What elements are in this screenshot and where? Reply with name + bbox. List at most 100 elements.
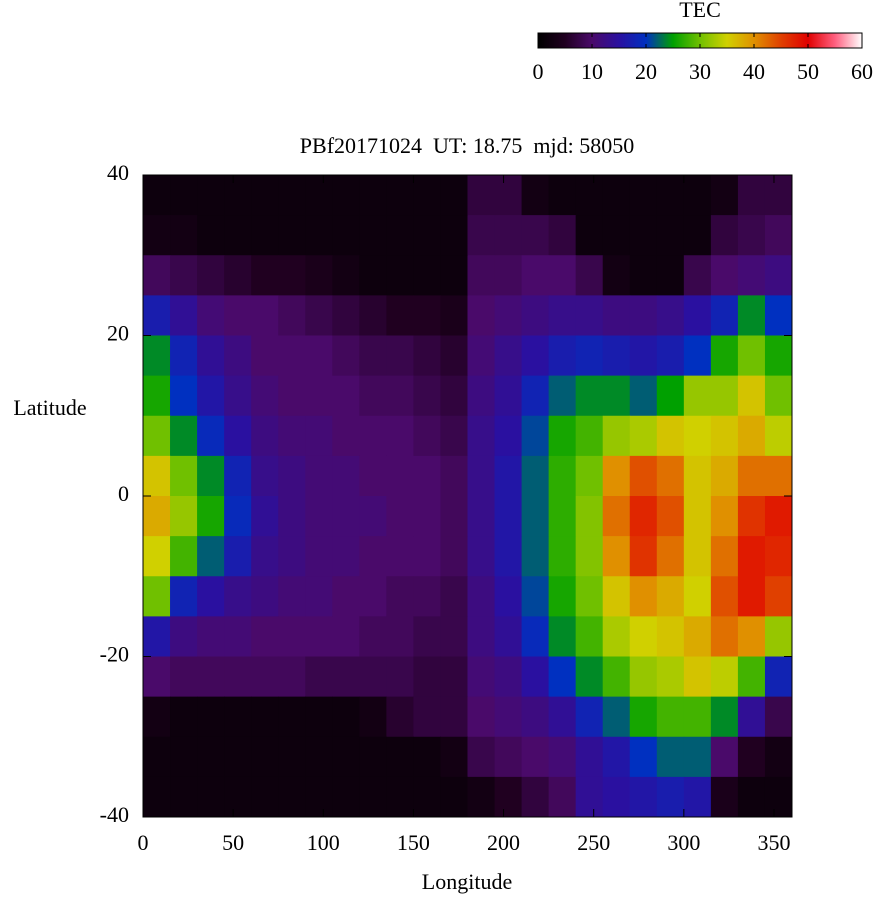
heat-cell (332, 736, 360, 778)
heat-cell (521, 776, 550, 818)
heat-cell (413, 455, 441, 497)
heat-cell (629, 215, 658, 256)
heat-cell (548, 576, 577, 617)
heat-cell (413, 295, 441, 336)
heat-cell (224, 255, 252, 296)
heat-cell (386, 696, 414, 738)
heat-cell (386, 175, 414, 216)
x-tick-label: 150 (397, 830, 430, 855)
heat-cell (413, 215, 441, 256)
heat-cell (386, 375, 414, 417)
heat-cell (278, 536, 306, 577)
heat-cell (548, 696, 577, 738)
x-tick-label: 250 (577, 830, 610, 855)
heat-cell (737, 375, 766, 417)
heat-cell (332, 776, 360, 818)
heat-cell (251, 656, 279, 698)
heat-cell (440, 616, 468, 657)
heat-cell (278, 375, 306, 417)
heat-cell (683, 696, 712, 738)
heat-cell (251, 536, 279, 577)
heat-cell (467, 455, 496, 497)
heat-cell (332, 455, 360, 497)
heat-cell (359, 415, 387, 457)
heat-cell (359, 736, 387, 778)
heat-cell (467, 656, 496, 698)
heat-cell (494, 335, 523, 377)
heat-cell (413, 175, 441, 216)
heat-cell (197, 415, 225, 457)
heat-cell (359, 576, 387, 617)
heat-cell (413, 536, 441, 577)
heat-cell (197, 335, 225, 377)
heat-cell (521, 295, 550, 336)
heat-cell (764, 496, 793, 537)
heat-cell (494, 295, 523, 336)
heat-cell (602, 656, 631, 698)
heat-cell (332, 175, 360, 216)
heat-cell (440, 215, 468, 256)
heat-cell (170, 536, 198, 577)
heat-cell (305, 656, 333, 698)
heat-cell (656, 616, 685, 657)
heat-cell (440, 496, 468, 537)
heat-cell (224, 335, 252, 377)
heat-cell (575, 255, 604, 296)
heat-cell (521, 536, 550, 577)
heat-cell (170, 736, 198, 778)
heat-cell (467, 375, 496, 417)
heat-cell (224, 576, 252, 617)
heat-cell (278, 656, 306, 698)
heat-cell (575, 536, 604, 577)
heat-cell (764, 375, 793, 417)
heat-cell (521, 415, 550, 457)
heat-cell (143, 656, 171, 698)
heat-cell (737, 496, 766, 537)
heat-cell (305, 736, 333, 778)
heat-cell (143, 736, 171, 778)
heat-cell (629, 616, 658, 657)
colorbar-tick-label: 60 (851, 59, 873, 84)
heat-cell (170, 576, 198, 617)
heat-cell (197, 255, 225, 296)
heat-cell (575, 415, 604, 457)
heat-cell (143, 496, 171, 537)
heat-cell (629, 536, 658, 577)
heat-cell (440, 696, 468, 738)
heat-cell (575, 776, 604, 818)
colorbar-tick-label: 0 (533, 59, 544, 84)
heat-cell (467, 576, 496, 617)
heat-cell (602, 696, 631, 738)
heat-cell (386, 536, 414, 577)
heat-cell (278, 215, 306, 256)
heat-cell (278, 295, 306, 336)
x-tick-label: 100 (307, 830, 340, 855)
heat-cell (251, 375, 279, 417)
heat-cell (305, 455, 333, 497)
heat-cell (602, 335, 631, 377)
heat-cell (548, 656, 577, 698)
heat-cell (602, 375, 631, 417)
heat-cell (575, 295, 604, 336)
heat-cell (710, 295, 739, 336)
heat-cell (440, 295, 468, 336)
heat-cell (521, 496, 550, 537)
heat-cell (737, 335, 766, 377)
heat-cell (359, 335, 387, 377)
heat-cell (764, 295, 793, 336)
heat-cell (143, 175, 171, 216)
heat-cell (656, 576, 685, 617)
heat-cell (683, 776, 712, 818)
heat-cell (278, 576, 306, 617)
heat-cell (170, 415, 198, 457)
x-tick-label: 300 (667, 830, 700, 855)
heat-cell (170, 175, 198, 216)
heat-cell (224, 175, 252, 216)
heat-cell (170, 616, 198, 657)
heat-cell (170, 215, 198, 256)
heat-cell (548, 616, 577, 657)
heat-cell (764, 415, 793, 457)
x-tick-label: 350 (757, 830, 790, 855)
heat-cell (332, 335, 360, 377)
heat-cell (575, 696, 604, 738)
